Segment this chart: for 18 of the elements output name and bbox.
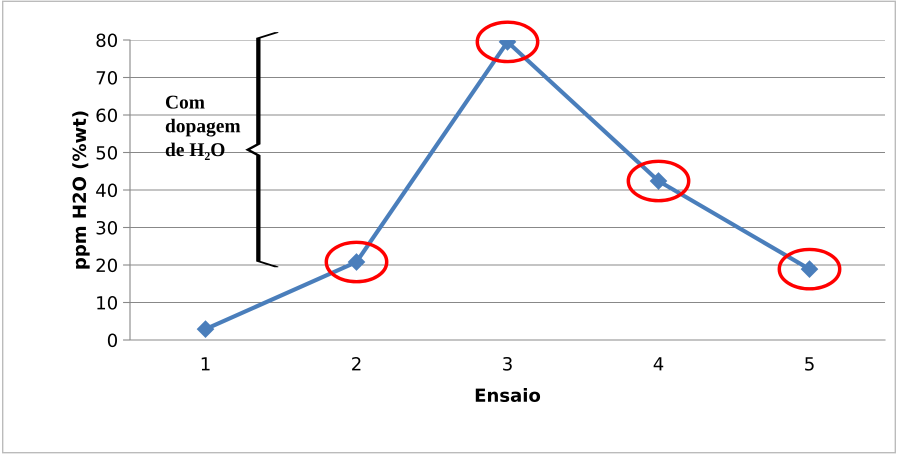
y-tick-label: 20: [96, 258, 117, 272]
x-tick-label: 1: [202, 357, 210, 370]
x-axis-title: Ensaio: [476, 388, 540, 402]
x-tick-label: 4: [654, 357, 664, 370]
y-tick-label: 50: [96, 146, 117, 160]
y-tick-label: 60: [96, 108, 117, 122]
point: [196, 320, 214, 338]
y-tick-label: 30: [96, 220, 117, 235]
annotation: Com dopagem de H₂O: [166, 96, 240, 160]
y-tick-label: 10: [97, 296, 117, 310]
y-tick-label: 70: [96, 70, 117, 85]
x-tick-label: 2: [352, 356, 360, 370]
y-tick-label: 40: [96, 183, 117, 198]
y-tick-label: 0: [108, 333, 117, 348]
x-tick-label: 5: [805, 357, 814, 371]
y-tick-label: 80: [96, 33, 117, 48]
y-axis-title: ppm H2O (%wt): [72, 111, 90, 269]
x-tick-label: 3: [503, 356, 512, 371]
